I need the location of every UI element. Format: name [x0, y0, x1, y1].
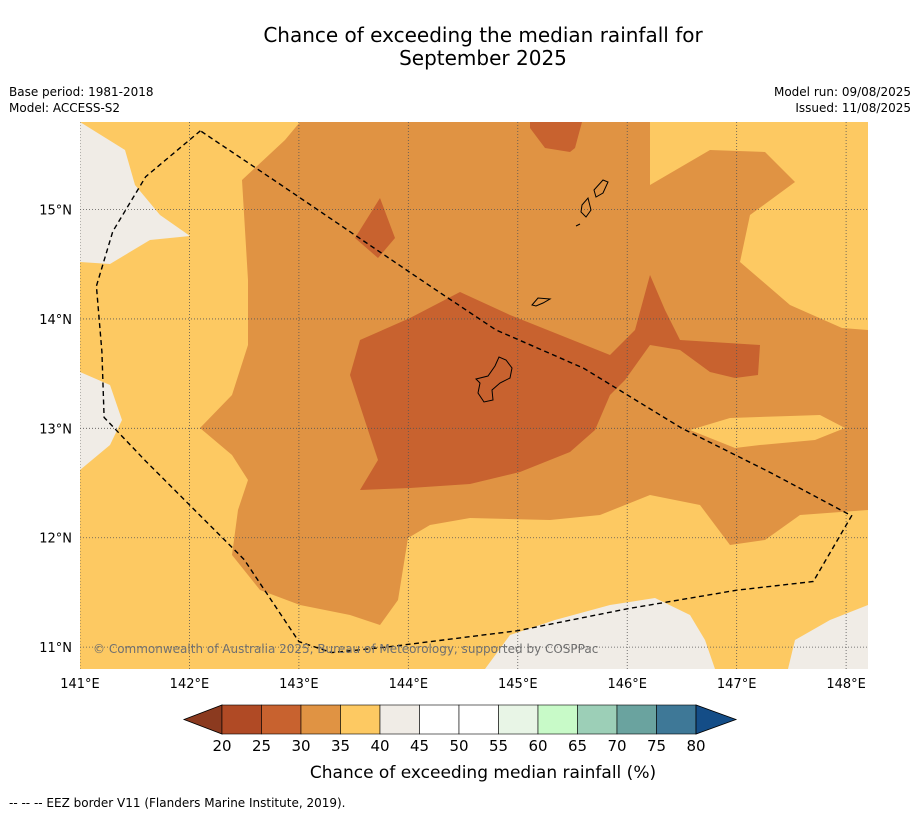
- lon-tick-labels: 141°E 142°E 143°E 144°E 145°E 146°E 147°E 148°E: [60, 677, 866, 692]
- colorbar-swatch: [616, 704, 657, 735]
- model-run-text: Model run: 09/08/2025: [773, 85, 911, 99]
- guam-island: [475, 356, 513, 403]
- lat-tick-label: 14°N: [39, 313, 72, 328]
- colorbar-tick-label: 55: [489, 737, 508, 755]
- colorbar-swatch: [577, 704, 618, 735]
- colorbar-tick-label: 60: [528, 737, 547, 755]
- field-25-30-nw: [355, 198, 395, 258]
- field-40-45-nw: [80, 122, 190, 264]
- colorbar-swatch: [300, 704, 341, 735]
- lon-tick-label: 147°E: [717, 677, 757, 692]
- colorbar-tick-label: 25: [252, 737, 271, 755]
- lat-tick-label: 13°N: [39, 422, 72, 437]
- issued-text: Issued: 11/08/2025: [795, 101, 911, 115]
- colorbar: 20 25 30 35 40 45 50 55 60 65 70 75 80: [182, 704, 738, 755]
- colorbar-tick-label: 35: [331, 737, 350, 755]
- field-35-40-inlet: [690, 415, 845, 448]
- map-field: [80, 122, 868, 669]
- lat-tick-label: 12°N: [39, 532, 72, 547]
- rota-island: [531, 297, 552, 307]
- rainfall-map: © Commonwealth of Australia 2025, Bureau…: [39, 122, 868, 692]
- lon-tick-label: 143°E: [279, 677, 319, 692]
- field-40-45-se: [788, 605, 868, 669]
- field-40-45-w: [80, 372, 122, 470]
- model-text: Model: ACCESS-S2: [9, 101, 121, 115]
- colorbar-swatch: [419, 704, 460, 735]
- colorbar-swatch: [221, 704, 262, 735]
- colorbar-swatch: [379, 704, 420, 735]
- lat-tick-label: 15°N: [39, 204, 72, 219]
- colorbar-tick-label: 75: [647, 737, 666, 755]
- lon-tick-label: 142°E: [170, 677, 210, 692]
- base-period-text: Base period: 1981-2018: [9, 85, 154, 99]
- saipan-island: [593, 179, 609, 198]
- lon-tick-label: 144°E: [389, 677, 429, 692]
- tinian-island: [580, 196, 592, 218]
- colorbar-swatch: [340, 704, 381, 735]
- colorbar-swatch: [656, 704, 697, 735]
- eez-footnote: -- -- -- EEZ border V11 (Flanders Marine…: [9, 796, 346, 810]
- colorbar-swatch: [261, 704, 302, 735]
- colorbar-tick-label: 80: [686, 737, 705, 755]
- colorbar-tick-label: 45: [410, 737, 429, 755]
- aguijan-island: [575, 223, 581, 227]
- map-coastlines: [475, 179, 609, 403]
- lon-tick-label: 141°E: [60, 677, 100, 692]
- lon-tick-label: 148°E: [826, 677, 866, 692]
- colorbar-swatch: [498, 704, 539, 735]
- lon-tick-label: 146°E: [607, 677, 647, 692]
- colorbar-tick-label: 65: [568, 737, 587, 755]
- field-25-30-n: [530, 122, 582, 152]
- copyright-text: © Commonwealth of Australia 2025, Bureau…: [93, 642, 598, 656]
- lon-tick-label: 145°E: [498, 677, 538, 692]
- colorbar-tick-label: 50: [449, 737, 468, 755]
- lat-tick-label: 11°N: [39, 641, 72, 656]
- lat-tick-labels: 11°N 12°N 13°N 14°N 15°N: [39, 204, 72, 657]
- colorbar-extend-low: [182, 704, 223, 735]
- colorbar-swatch: [458, 704, 499, 735]
- eez-border: [95, 130, 853, 654]
- map-title-line1: Chance of exceeding the median rainfall …: [263, 23, 703, 47]
- colorbar-swatch: [537, 704, 578, 735]
- colorbar-tick-label: 20: [212, 737, 231, 755]
- colorbar-label: Chance of exceeding median rainfall (%): [309, 763, 657, 783]
- colorbar-tick-label: 70: [607, 737, 626, 755]
- colorbar-tick-label: 40: [370, 737, 389, 755]
- field-40-45-s: [485, 598, 715, 669]
- colorbar-tick-label: 30: [291, 737, 310, 755]
- map-title-line2: September 2025: [399, 46, 567, 70]
- colorbar-extend-high: [695, 704, 738, 735]
- field-25-30-main: [350, 275, 760, 490]
